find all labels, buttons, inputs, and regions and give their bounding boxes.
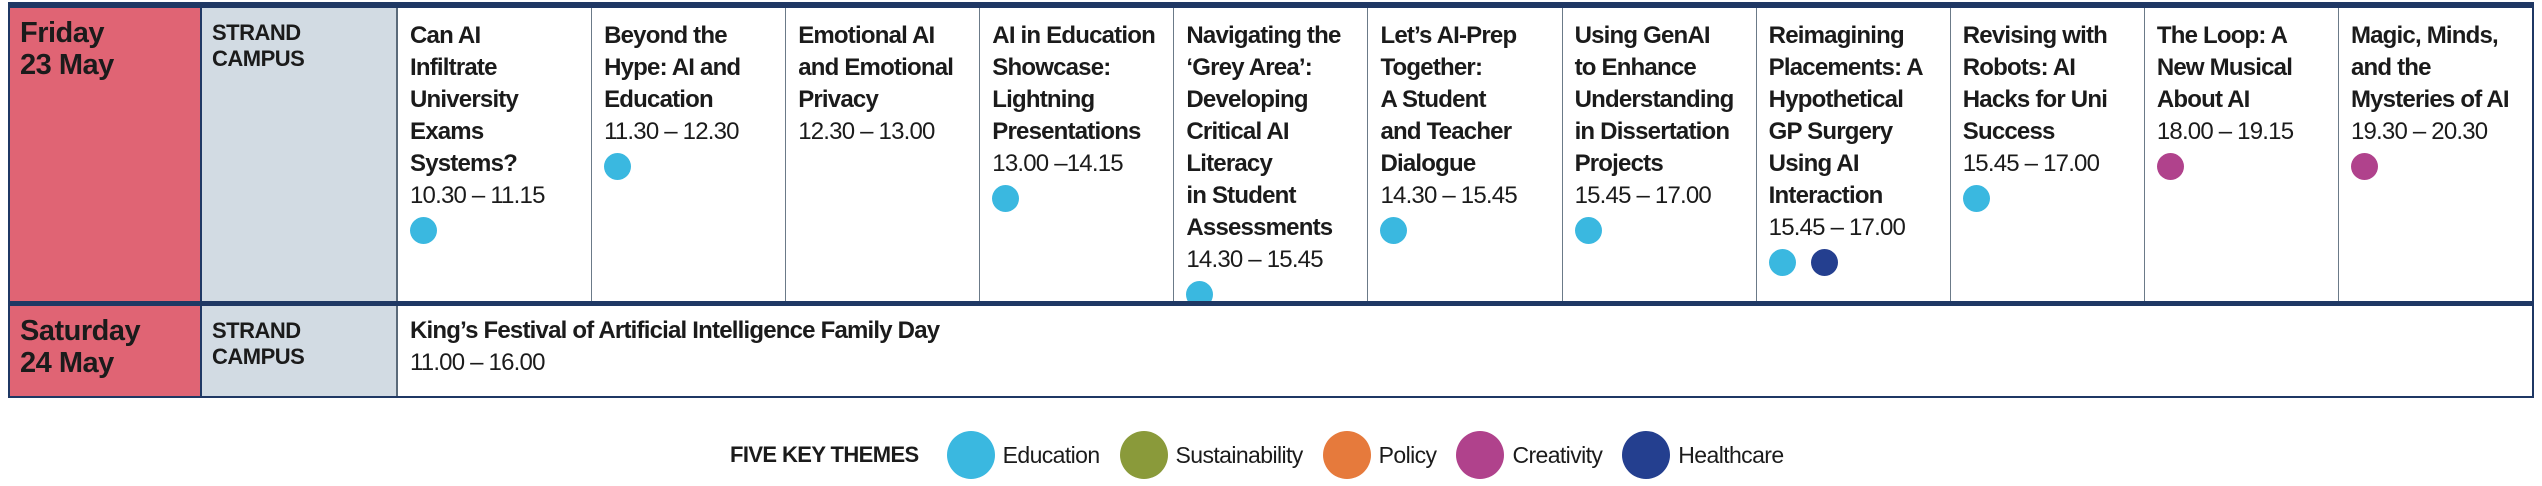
theme-dot-healthcare	[1810, 249, 1838, 276]
event-cell: Reimagining Placements: A Hypothetical GP S…	[1757, 8, 1951, 301]
event-title: Magic, Minds, and the Mysteries of AI	[2350, 22, 2510, 113]
event-time: 18.00 – 19.15	[2156, 118, 2294, 145]
legend-dot-icon	[1622, 431, 1671, 479]
event-time: 19.30 – 20.30	[2350, 118, 2488, 145]
campus-label: STRAND CAMPUS	[202, 306, 398, 396]
event-time: 11.00 – 16.00	[410, 349, 545, 376]
theme-dot-education	[1962, 185, 1990, 212]
theme-dot-creativity	[2156, 153, 2184, 180]
event-title: Reimagining Placements: A Hypothetical GP S…	[1768, 22, 1924, 209]
campus-text: STRAND CAMPUS	[212, 20, 305, 71]
legend-item-education: Education	[946, 431, 1101, 479]
theme-dots	[2350, 153, 2522, 180]
event-title: Can AI Infiltrate University Exams Systems?	[410, 22, 519, 177]
legend-item-creativity: Creativity	[1456, 431, 1603, 479]
event-cell: King’s Festival of Artificial Intelligen…	[398, 306, 2534, 396]
event-title: Navigating the ‘Grey Area’: Developing Crit…	[1186, 22, 1341, 241]
legend-label: Sustainability	[1175, 441, 1304, 468]
event-cell: Emotional AI and Emotional Privacy 12.30 – …	[786, 8, 981, 301]
event-title: Beyond the Hype: AI and Education	[604, 22, 741, 113]
schedule-row-friday: Friday 23 May STRAND CAMPUS Can AI Infiltra…	[8, 8, 2535, 306]
legend-dot-icon	[946, 431, 995, 479]
legend-label: Education	[1002, 441, 1101, 468]
day-label: Saturday 24 May	[8, 306, 202, 396]
event-time: 14.30 – 15.45	[1380, 182, 1517, 209]
event-time: 13.00 –14.15	[992, 150, 1123, 177]
event-time: 14.30 – 15.45	[1186, 246, 1323, 273]
schedule-row-saturday: Saturday 24 May STRAND CAMPUS King’s Festi…	[8, 306, 2534, 398]
day-text: Friday 23 May	[20, 17, 114, 81]
legend-label: Policy	[1378, 441, 1437, 468]
event-time: 10.30 – 11.15	[410, 182, 545, 209]
event-title: Let’s AI-Prep Together: A Student and Teach…	[1380, 22, 1517, 177]
legend-dot-icon	[1322, 431, 1371, 479]
legend-item-sustainability: Sustainability	[1119, 431, 1304, 479]
event-title: Using GenAI to Enhance Understanding in Dis…	[1574, 22, 1735, 177]
legend-dot-icon	[1119, 431, 1168, 479]
event-cell: Let’s AI-Prep Together: A Student and Teach…	[1368, 8, 1563, 301]
theme-dots	[1768, 249, 1940, 276]
event-cell: The Loop: A New Musical About AI 18.00 – 19…	[2145, 8, 2339, 301]
theme-dot-creativity	[2350, 153, 2378, 180]
theme-dots	[604, 153, 775, 180]
legend-title: FIVE KEY THEMES	[730, 442, 919, 467]
campus-label: STRAND CAMPUS	[202, 8, 398, 301]
day-text: Saturday 24 May	[20, 315, 141, 379]
event-time: 15.45 – 17.00	[1574, 182, 1712, 209]
event-cell: Can AI Infiltrate University Exams Systems? 1…	[398, 8, 593, 301]
event-title: AI in Education Showcase: Lightning Present…	[992, 22, 1155, 145]
legend-item-healthcare: Healthcare	[1622, 431, 1784, 479]
theme-dots	[992, 185, 1163, 212]
event-cell: Magic, Minds, and the Mysteries of AI 19.30…	[2339, 8, 2535, 301]
themes-legend: FIVE KEY THEMES Education Sustainability P…	[730, 430, 1804, 480]
theme-dots	[2156, 153, 2328, 180]
legend-label: Healthcare	[1678, 441, 1784, 468]
theme-dot-education	[410, 217, 437, 244]
theme-dots	[410, 217, 581, 244]
theme-dots	[1380, 217, 1551, 244]
theme-dot-education	[604, 153, 632, 180]
theme-dot-education	[992, 185, 1020, 212]
event-time: 15.45 – 17.00	[1768, 214, 1906, 241]
event-time: 12.30 – 13.00	[798, 118, 935, 145]
event-cell: Beyond the Hype: AI and Education 11.30 – 1…	[592, 8, 787, 301]
theme-dots	[1962, 185, 2134, 212]
day-label: Friday 23 May	[8, 8, 202, 301]
event-cell: Revising with Robots: AI Hacks for Uni Succ…	[1951, 8, 2145, 301]
event-title: Revising with Robots: AI Hacks for Uni Succ…	[1962, 22, 2108, 145]
event-time: 11.30 – 12.30	[604, 118, 739, 145]
event-title: Emotional AI and Emotional Privacy	[798, 22, 954, 113]
legend-label: Creativity	[1512, 441, 1603, 468]
schedule-table: Friday 23 May STRAND CAMPUS Can AI Infiltra…	[8, 2, 2535, 398]
event-cell: Navigating the ‘Grey Area’: Developing Crit…	[1174, 8, 1369, 301]
event-title: King’s Festival of Artificial Intelligen…	[410, 317, 940, 344]
event-cell: Using GenAI to Enhance Understanding in Dis…	[1563, 8, 1757, 301]
theme-dots	[1186, 281, 1357, 301]
theme-dot-education	[1186, 281, 1214, 301]
theme-dot-education	[1574, 217, 1602, 244]
theme-dot-education	[1380, 217, 1408, 244]
legend-dot-icon	[1456, 431, 1505, 479]
theme-dot-education	[1768, 249, 1796, 276]
event-time: 15.45 – 17.00	[1962, 150, 2100, 177]
event-cell: AI in Education Showcase: Lightning Present…	[980, 8, 1175, 301]
campus-text: STRAND CAMPUS	[212, 318, 305, 369]
legend-item-policy: Policy	[1322, 431, 1437, 479]
event-title: The Loop: A New Musical About AI	[2156, 22, 2293, 113]
theme-dots	[1574, 217, 1746, 244]
